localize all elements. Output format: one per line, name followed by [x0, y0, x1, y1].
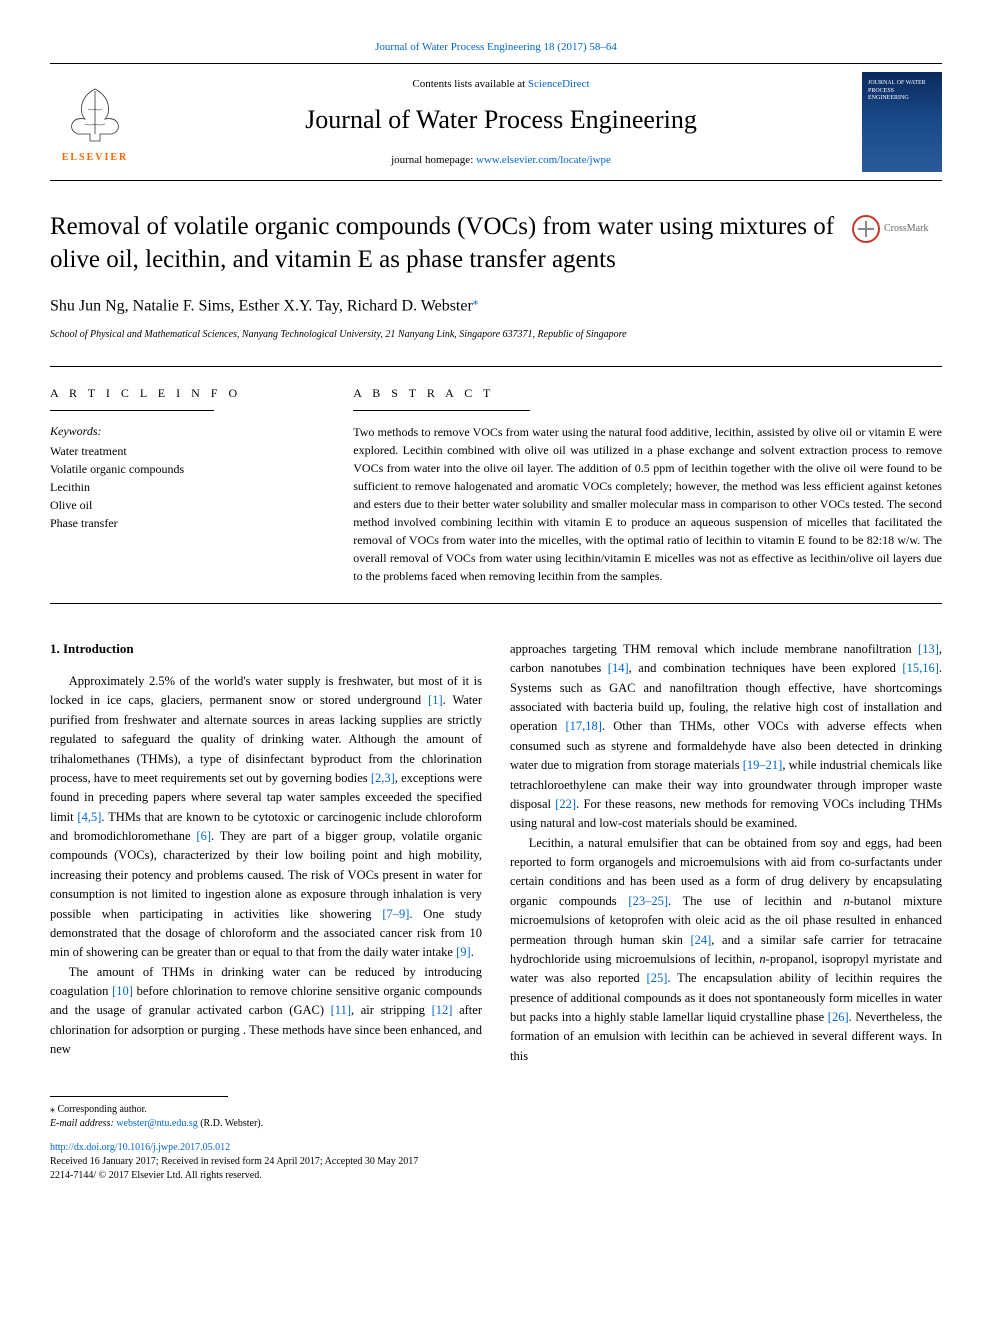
italic-text: n	[759, 952, 765, 966]
citation-link[interactable]: [7–9]	[382, 907, 409, 921]
authors-line: Shu Jun Ng, Natalie F. Sims, Esther X.Y.…	[50, 294, 942, 318]
journal-cover-thumb: JOURNAL OF WATER PROCESS ENGINEERING	[862, 72, 942, 172]
homepage-link[interactable]: www.elsevier.com/locate/jwpe	[476, 154, 611, 166]
keyword-item: Volatile organic compounds	[50, 460, 323, 478]
keyword-item: Olive oil	[50, 496, 323, 514]
citation-link[interactable]: [22]	[555, 797, 576, 811]
info-abstract-row: A R T I C L E I N F O Keywords: Water tr…	[50, 366, 942, 604]
citation-link[interactable]: [11]	[331, 1003, 351, 1017]
keywords-label: Keywords:	[50, 423, 323, 440]
citation-link[interactable]: [2,3]	[371, 771, 395, 785]
abstract-heading: A B S T R A C T	[353, 385, 942, 402]
affiliation: School of Physical and Mathematical Scie…	[50, 328, 942, 342]
crossmark-badge[interactable]: CrossMark	[852, 215, 942, 243]
running-head-link[interactable]: Journal of Water Process Engineering 18 …	[375, 41, 617, 53]
citation-link[interactable]: [13]	[918, 642, 939, 656]
article-info-col: A R T I C L E I N F O Keywords: Water tr…	[50, 385, 353, 585]
issn-line: 2214-7144/ © 2017 Elsevier Ltd. All righ…	[50, 1170, 262, 1181]
email-link[interactable]: webster@ntu.edu.sg	[116, 1118, 197, 1129]
crossmark-label: CrossMark	[884, 222, 928, 236]
italic-text: n	[843, 894, 849, 908]
citation-link[interactable]: [12]	[432, 1003, 453, 1017]
body-paragraph: The amount of THMs in drinking water can…	[50, 963, 482, 1060]
citation-link[interactable]: [6]	[196, 829, 211, 843]
cover-thumb-text: JOURNAL OF WATER PROCESS ENGINEERING	[868, 80, 936, 102]
sciencedirect-link[interactable]: ScienceDirect	[528, 78, 590, 90]
received-line: Received 16 January 2017; Received in re…	[50, 1156, 418, 1167]
citation-link[interactable]: [26]	[828, 1010, 849, 1024]
footer-block: http://dx.doi.org/10.1016/j.jwpe.2017.05…	[50, 1141, 942, 1183]
crossmark-icon	[852, 215, 880, 243]
body-paragraph: Lecithin, a natural emulsifier that can …	[510, 834, 942, 1067]
homepage-line: journal homepage: www.elsevier.com/locat…	[140, 153, 862, 168]
contents-line: Contents lists available at ScienceDirec…	[140, 77, 862, 92]
corresponding-marker[interactable]: ⁎	[473, 298, 479, 315]
journal-header: ELSEVIER Contents lists available at Sci…	[50, 63, 942, 181]
body-col-right: approaches targeting THM removal which i…	[510, 640, 942, 1066]
elsevier-wordmark: ELSEVIER	[62, 151, 129, 165]
footnote-rule	[50, 1096, 228, 1097]
header-center: Contents lists available at ScienceDirec…	[140, 77, 862, 168]
keyword-item: Water treatment	[50, 442, 323, 460]
body-paragraph: Approximately 2.5% of the world's water …	[50, 672, 482, 963]
homepage-prefix: journal homepage:	[391, 154, 476, 166]
article-info-heading: A R T I C L E I N F O	[50, 385, 323, 402]
running-head: Journal of Water Process Engineering 18 …	[50, 40, 942, 55]
citation-link[interactable]: [9]	[456, 945, 471, 959]
corr-label: ⁎ Corresponding author.	[50, 1104, 147, 1115]
corresponding-footnote: ⁎ Corresponding author. E-mail address: …	[50, 1103, 942, 1131]
title-row: Removal of volatile organic compounds (V…	[50, 211, 942, 276]
citation-link[interactable]: [25]	[647, 971, 668, 985]
body-col-left: 1. Introduction Approximately 2.5% of th…	[50, 640, 482, 1066]
info-heading-rule	[50, 410, 214, 411]
body-paragraph: approaches targeting THM removal which i…	[510, 640, 942, 834]
article-title: Removal of volatile organic compounds (V…	[50, 211, 842, 276]
citation-link[interactable]: [14]	[608, 661, 629, 675]
citation-link[interactable]: [1]	[428, 693, 443, 707]
keyword-item: Lecithin	[50, 478, 323, 496]
email-suffix: (R.D. Webster).	[198, 1118, 263, 1129]
abstract-text: Two methods to remove VOCs from water us…	[353, 423, 942, 585]
elsevier-logo: ELSEVIER	[50, 79, 140, 165]
keyword-item: Phase transfer	[50, 514, 323, 532]
citation-link[interactable]: [15,16]	[902, 661, 938, 675]
citation-link[interactable]: [24]	[690, 933, 711, 947]
section-heading: 1. Introduction	[50, 640, 482, 658]
abstract-heading-rule	[353, 410, 530, 411]
contents-prefix: Contents lists available at	[412, 78, 527, 90]
citation-link[interactable]: [17,18]	[565, 719, 601, 733]
abstract-col: A B S T R A C T Two methods to remove VO…	[353, 385, 942, 585]
elsevier-tree-icon	[60, 79, 130, 149]
email-label: E-mail address:	[50, 1118, 116, 1129]
citation-link[interactable]: [19–21]	[743, 758, 783, 772]
citation-link[interactable]: [10]	[112, 984, 133, 998]
citation-link[interactable]: [23–25]	[628, 894, 668, 908]
journal-name: Journal of Water Process Engineering	[140, 102, 862, 138]
doi-link[interactable]: http://dx.doi.org/10.1016/j.jwpe.2017.05…	[50, 1142, 230, 1153]
authors-names: Shu Jun Ng, Natalie F. Sims, Esther X.Y.…	[50, 298, 473, 315]
citation-link[interactable]: [4,5]	[77, 810, 101, 824]
body-columns: 1. Introduction Approximately 2.5% of th…	[50, 640, 942, 1066]
